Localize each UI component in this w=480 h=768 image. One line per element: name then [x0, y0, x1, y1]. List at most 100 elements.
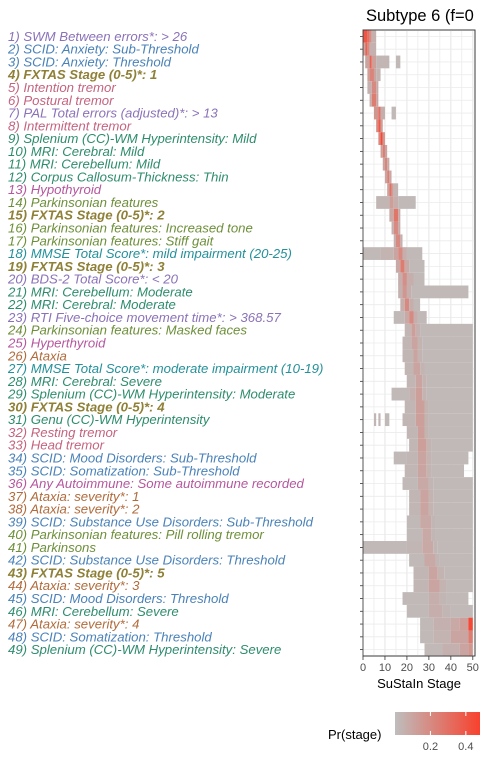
heatmap-tile — [391, 387, 410, 401]
legend-tick-label: 0.2 — [423, 741, 438, 753]
heatmap-tile — [369, 55, 372, 69]
heatmap-tile — [373, 68, 377, 82]
heatmap-tile — [400, 259, 405, 273]
row-label: 3) SCID: Anxiety: Threshold — [8, 54, 172, 69]
heatmap-tile — [393, 451, 407, 465]
heatmap-tile — [431, 464, 465, 478]
heatmap-tile — [406, 528, 423, 542]
heatmap-tile — [384, 413, 390, 427]
heatmap-tile — [363, 541, 407, 554]
heatmap-tile — [404, 323, 412, 337]
heatmap-tile — [422, 387, 427, 401]
heatmap-tile — [393, 183, 399, 197]
row-label: 48) SCID: Somatization: Threshold — [8, 629, 212, 644]
heatmap-tile — [378, 119, 381, 133]
heatmap-tile — [371, 93, 377, 107]
row-label: 9) Splenium (CC)-WM Hyperintensity: Mild — [8, 131, 257, 146]
row-label: 32) Resting tremor — [8, 425, 118, 440]
heatmap-tile — [367, 30, 370, 43]
x-tick-label: 40 — [445, 662, 457, 674]
heatmap-tile — [371, 81, 377, 94]
row-label: 21) MRI: Cerebellum: Moderate — [7, 284, 193, 299]
heatmap-tile — [402, 247, 407, 260]
heatmap-tile — [422, 541, 434, 554]
heatmap-tile — [450, 617, 460, 631]
heatmap-tile — [411, 285, 469, 299]
x-axis: 0 10 20 30 40 50 — [360, 656, 479, 674]
heatmap-tile — [428, 413, 473, 427]
heatmap-tile — [363, 247, 381, 260]
heatmap-tile — [420, 515, 432, 529]
heatmap-tile — [363, 30, 368, 43]
row-label: 4) FXTAS Stage (0-5)*: 1 — [7, 67, 157, 82]
heatmap-tile — [389, 170, 392, 184]
heatmap-tile — [406, 426, 418, 439]
heatmap-tile — [406, 541, 423, 554]
heatmap-tile — [404, 464, 418, 478]
row-label: 10) MRI: Cerebral: Mild — [8, 144, 145, 159]
heatmap-tile — [378, 413, 381, 427]
heatmap-tile — [391, 221, 394, 235]
heatmap-tile — [382, 132, 385, 145]
heatmap-tile — [393, 196, 399, 209]
heatmap-tile — [415, 387, 423, 401]
heatmap-tile — [426, 438, 432, 452]
legend-tick-label: 0.4 — [458, 741, 473, 753]
heatmap-tile — [387, 170, 390, 184]
heatmap-tile — [398, 247, 403, 260]
heatmap-tile — [417, 438, 427, 452]
heatmap-tile — [404, 362, 414, 375]
heatmap-tile — [380, 106, 385, 120]
heatmap-tile — [400, 298, 405, 312]
row-label: 28) MRI: Cerebral: Severe — [7, 374, 162, 389]
row-label: 47) Ataxia: severity*: 4 — [8, 617, 139, 632]
row-label: 37) Ataxia: severity*: 1 — [8, 489, 139, 504]
heatmap-tile — [424, 426, 429, 439]
heatmap-tile — [404, 400, 416, 414]
heatmap-tile — [415, 374, 423, 388]
x-tick-label: 0 — [360, 662, 366, 674]
heatmap-tile — [413, 311, 418, 324]
heatmap-tile — [428, 400, 473, 414]
heatmap-tile — [435, 553, 440, 567]
row-label: 14) Parkinsonian features — [8, 195, 159, 210]
heatmap-tile — [413, 579, 429, 593]
heatmap-tile — [395, 55, 401, 69]
heatmap-tile — [387, 157, 390, 171]
row-label: 20) BDS-2 Total Score*: < 20 — [7, 272, 179, 287]
heatmap-tile — [426, 387, 473, 401]
heatmap-tile — [426, 374, 473, 388]
heatmap-tile — [406, 285, 412, 299]
heatmap-tile — [411, 323, 416, 337]
row-label: 11) MRI: Cerebellum: Mild — [8, 157, 161, 172]
heatmap-tile — [398, 272, 403, 286]
heatmap-tile — [380, 144, 383, 158]
heatmap-tile — [428, 489, 434, 503]
heatmap-tile — [437, 541, 473, 554]
heatmap-tile — [376, 93, 379, 107]
chart-title: Subtype 6 (f=0 — [366, 7, 474, 25]
row-label: 17) Parkinsonian features: Stiff gait — [8, 233, 215, 248]
heatmap-tile — [428, 477, 434, 490]
heatmap-tile — [409, 502, 421, 516]
heatmap-tile — [415, 413, 425, 427]
row-label: 33) Head tremor — [8, 438, 105, 453]
heatmap-tile — [402, 413, 416, 427]
heatmap-tile — [393, 234, 396, 248]
x-tick-label: 10 — [379, 662, 391, 674]
heatmap-tile — [424, 643, 443, 656]
heatmap-tile — [402, 336, 412, 350]
heatmap-tile — [409, 259, 425, 273]
heatmap-tile — [400, 234, 403, 248]
heatmap-tile — [413, 566, 429, 580]
heatmap-tile — [380, 132, 383, 145]
heatmap-tile — [404, 298, 410, 312]
heatmap-tile — [402, 477, 418, 490]
heatmap-tile — [431, 451, 469, 465]
heatmap-tile — [428, 502, 434, 516]
heatmap-tile — [468, 617, 473, 631]
heatmap-tile — [384, 144, 388, 158]
heatmap-tile — [384, 157, 388, 171]
row-label: 40) Parkinsonian features: Pill rolling … — [8, 527, 264, 542]
